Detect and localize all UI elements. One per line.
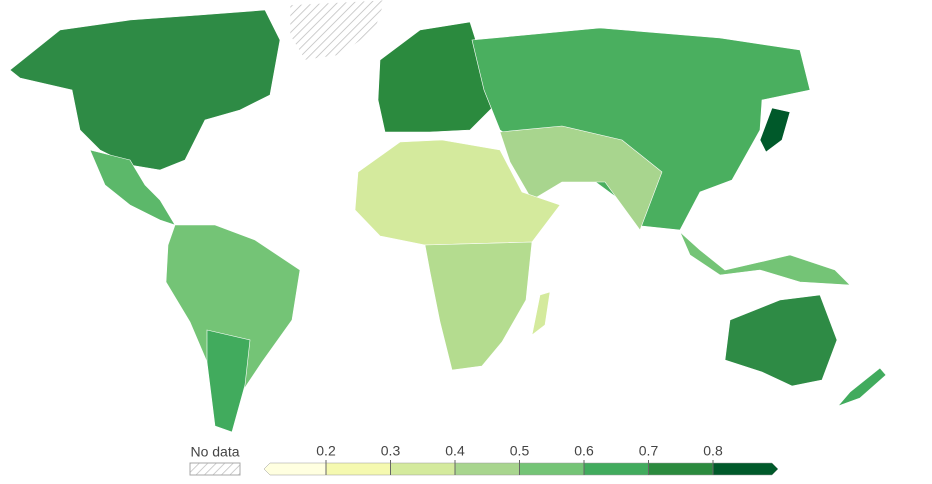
world-map	[9, 0, 887, 433]
africa-north	[354, 139, 561, 246]
legend-tick-label: 0.2	[316, 443, 336, 459]
legend-bin	[454, 462, 520, 476]
north-america	[9, 9, 281, 171]
legend-tick-label: 0.3	[381, 443, 401, 459]
no-data-swatch	[189, 462, 241, 476]
legend-bin	[390, 462, 456, 476]
greenland	[289, 0, 386, 61]
legend-tick-label: 0.7	[639, 443, 659, 459]
legend-tick-label: 0.4	[445, 443, 465, 459]
no-data-label: No data	[190, 444, 239, 460]
legend-bin	[519, 462, 585, 476]
legend-bin	[263, 462, 327, 476]
legend-bin	[712, 462, 779, 476]
madagascar	[531, 291, 551, 336]
legend: No data 0.2 0.3 0.4 0.5 0.6 0.7 0.8	[189, 443, 779, 476]
new-zealand	[837, 367, 887, 407]
africa-south	[424, 241, 533, 371]
south-america-south	[206, 329, 251, 433]
europe	[377, 21, 501, 133]
legend-tick-label: 0.5	[510, 443, 530, 459]
japan	[759, 107, 791, 153]
legend-tick-label: 0.8	[703, 443, 723, 459]
australia	[724, 294, 838, 387]
legend-bin	[583, 462, 649, 476]
legend-bin	[648, 462, 714, 476]
legend-bin	[325, 462, 391, 476]
middle-east-south-asia	[499, 125, 663, 231]
southeast-asia	[679, 231, 851, 286]
legend-tick-label: 0.6	[574, 443, 594, 459]
